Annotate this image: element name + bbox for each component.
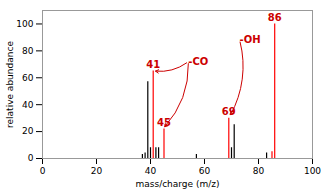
svg-text:80: 80 — [253, 166, 265, 176]
svg-text:-CO: -CO — [188, 56, 208, 67]
svg-text:0: 0 — [40, 166, 46, 176]
svg-text:relative abundance: relative abundance — [5, 41, 15, 128]
svg-text:100: 100 — [304, 166, 321, 176]
svg-text:40: 40 — [145, 166, 157, 176]
svg-text:69: 69 — [222, 106, 236, 117]
svg-text:0: 0 — [28, 153, 34, 163]
svg-text:45: 45 — [157, 117, 171, 128]
svg-text:80: 80 — [22, 46, 34, 56]
svg-text:41: 41 — [146, 59, 160, 70]
svg-text:20: 20 — [91, 166, 103, 176]
svg-text:mass/charge (m/z): mass/charge (m/z) — [135, 179, 219, 189]
svg-text:-OH: -OH — [240, 34, 261, 45]
svg-text:60: 60 — [199, 166, 211, 176]
svg-text:60: 60 — [22, 73, 34, 83]
svg-text:40: 40 — [22, 100, 34, 110]
svg-text:100: 100 — [16, 19, 33, 29]
svg-text:86: 86 — [268, 12, 282, 23]
svg-text:20: 20 — [22, 126, 34, 136]
